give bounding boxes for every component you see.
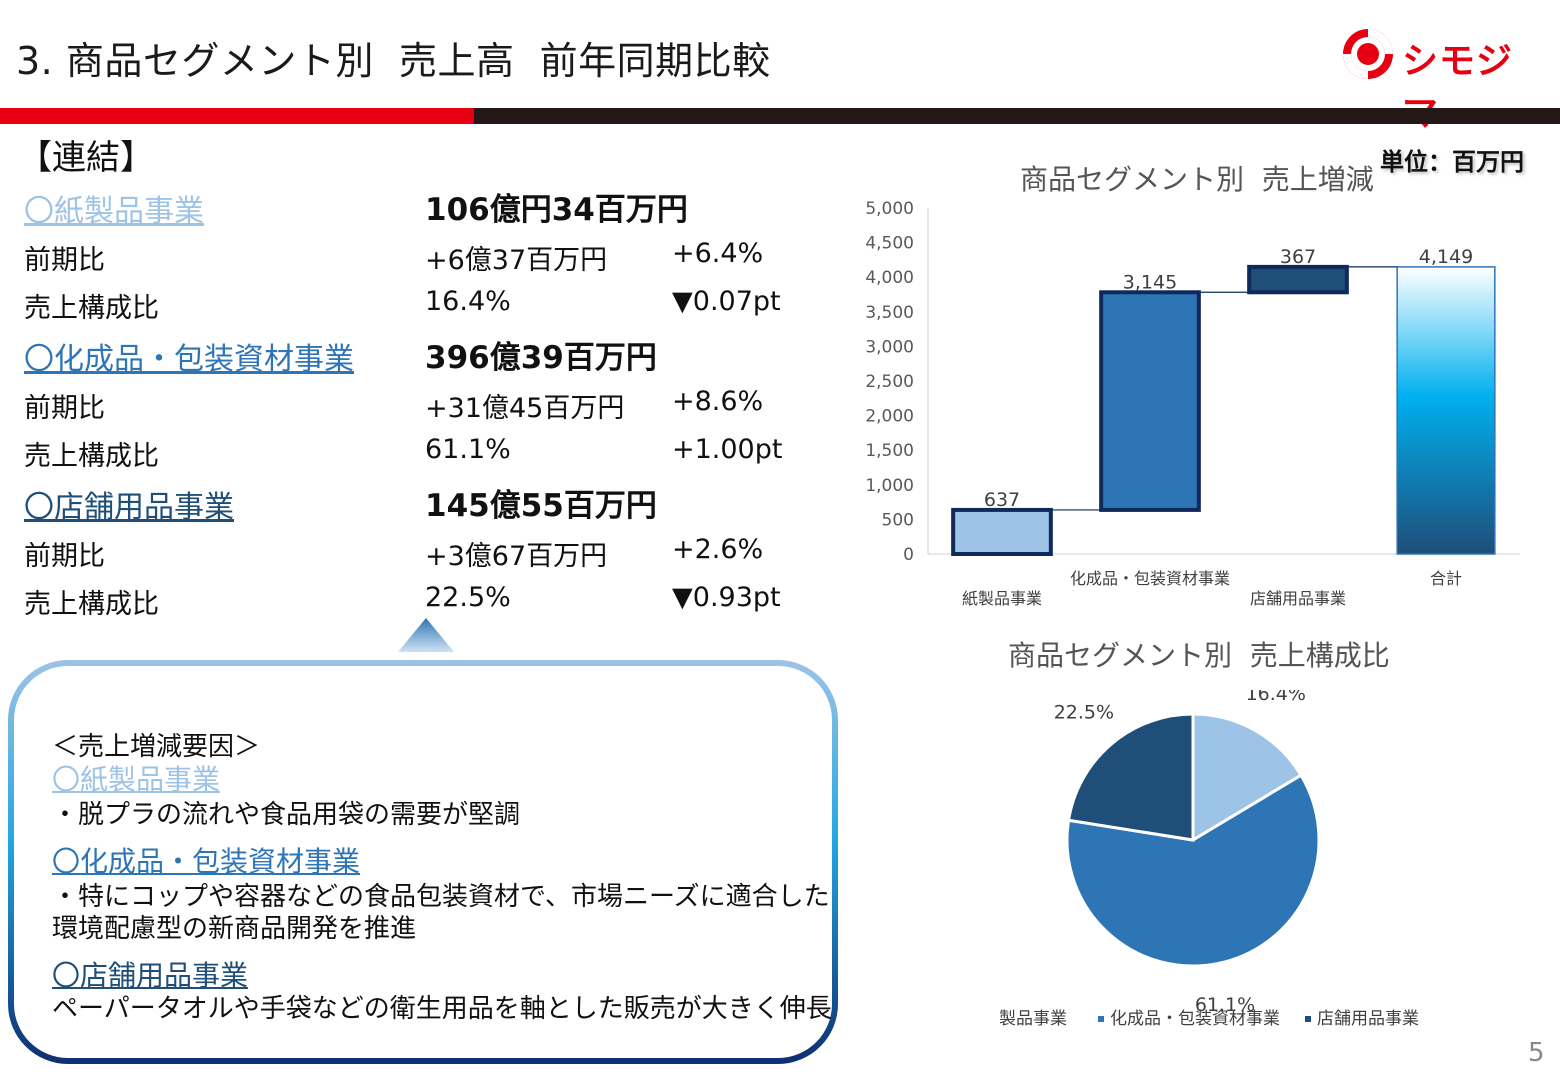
- share-value: 22.5%: [425, 582, 511, 613]
- share-change: ▼0.07pt: [672, 286, 781, 317]
- bar-data-label: 4,149: [1419, 246, 1473, 268]
- callout-pointer-icon: [398, 618, 454, 652]
- bar-data-label: 637: [984, 489, 1020, 511]
- share-change: +1.00pt: [672, 434, 783, 465]
- factor-paper-text: ・脱プラの流れや食品用袋の需要が堅調: [52, 800, 521, 830]
- waterfall-bar: [1396, 266, 1496, 555]
- x-category-label: 合計: [1430, 569, 1462, 588]
- share-change: ▼0.93pt: [672, 582, 781, 613]
- x-category-label: 化成品・包装資材事業: [1070, 569, 1230, 588]
- waterfall-chart: 0 500 1,000 1,500 2,000 2,500 3,000 3,500 4,000 4…: [865, 199, 1520, 608]
- factor-plastics-title: 〇化成品・包装資材事業: [52, 845, 361, 878]
- segment-store-title: 〇店舗用品事業: [24, 490, 234, 525]
- factor-paper-title: 〇紙製品事業: [52, 763, 221, 796]
- legend-label: 紙製品事業: [1000, 1009, 1067, 1029]
- sales-factors-box: ＜売上増減要因＞ 〇紙製品事業 ・脱プラの流れや食品用袋の需要が堅調 〇化成品・…: [8, 660, 838, 1064]
- pie-slice: [1065, 773, 1321, 968]
- share-value: 61.1%: [425, 434, 511, 465]
- waterfall-chart-title: 商品セグメント別 売上増減: [1020, 163, 1374, 196]
- y-tick-label: 4,000: [865, 268, 914, 288]
- legend-swatch: [1098, 1016, 1104, 1022]
- y-tick-label: 0: [903, 545, 914, 565]
- y-tick-label: 2,000: [865, 407, 914, 427]
- segment-plastics-title: 〇化成品・包装資材事業: [24, 342, 354, 377]
- bar-data-label: 367: [1280, 246, 1316, 268]
- header-rule-red: [0, 108, 474, 124]
- segment-plastics-total: 396億39百万円: [425, 340, 657, 376]
- y-tick-label: 3,000: [865, 337, 914, 357]
- segment-paper-total: 106億円34百万円: [425, 192, 688, 228]
- factor-store-title: 〇店舗用品事業: [52, 959, 249, 992]
- y-tick-label: 4,500: [865, 234, 914, 254]
- factor-plastics-text: ・特にコップや容器などの食品包装資材で、市場ニーズに適合した: [52, 882, 830, 912]
- yoy-label: 前期比: [24, 245, 105, 276]
- logo-text: シモジマ: [1402, 41, 1514, 134]
- x-category-label: 店舗用品事業: [1250, 589, 1346, 608]
- y-tick-label: 5,000: [865, 199, 914, 219]
- yoy-label: 前期比: [24, 393, 105, 424]
- legend-label: 店舗用品事業: [1317, 1009, 1419, 1029]
- header-rule-dark: [474, 108, 1560, 124]
- yoy-amount: +3億67百万円: [425, 541, 608, 572]
- pie-data-label: 16.4%: [1246, 690, 1306, 705]
- pie-slice: [1066, 712, 1195, 842]
- yoy-amount: +6億37百万円: [425, 245, 608, 276]
- pie-chart: 16.4% 61.1% 22.5% 紙製品事業 化成品・包装資材事業 店舗用品事業: [1000, 690, 1419, 1029]
- waterfall-bar: [1247, 264, 1349, 295]
- legend-swatch: [1305, 1016, 1311, 1022]
- unit-label: 単位：百万円: [1380, 148, 1524, 176]
- factor-plastics-text-2: 環境配慮型の新商品開発を推進: [52, 914, 417, 944]
- bar-data-label: 3,145: [1123, 271, 1177, 293]
- factors-heading: ＜売上増減要因＞: [52, 732, 261, 762]
- legend-label: 化成品・包装資材事業: [1110, 1009, 1280, 1029]
- share-label: 売上構成比: [24, 441, 159, 472]
- yoy-percent: +6.4%: [672, 238, 764, 269]
- y-tick-label: 1,500: [865, 441, 914, 461]
- y-tick-label: 1,000: [865, 476, 914, 496]
- x-category-label: 紙製品事業: [962, 589, 1042, 608]
- pie-slice: [1191, 712, 1304, 843]
- y-tick-label: 2,500: [865, 372, 914, 392]
- share-value: 16.4%: [425, 286, 511, 317]
- waterfall-bar: [951, 507, 1053, 556]
- yoy-label: 前期比: [24, 541, 105, 572]
- segment-store-total: 145億55百万円: [425, 488, 657, 524]
- pie-chart-title: 商品セグメント別 売上構成比: [1008, 639, 1390, 672]
- share-label: 売上構成比: [24, 589, 159, 620]
- pie-data-label: 61.1%: [1195, 994, 1255, 1016]
- segment-paper-title: 〇紙製品事業: [24, 194, 204, 229]
- logo-swirl-icon: [1343, 29, 1393, 79]
- share-label: 売上構成比: [24, 293, 159, 324]
- waterfall-bar: [1099, 290, 1201, 512]
- yoy-percent: +8.6%: [672, 386, 764, 417]
- pie-data-label: 22.5%: [1054, 701, 1114, 723]
- page-title: 3. 商品セグメント別 売上高 前年同期比較: [16, 39, 771, 83]
- y-tick-label: 500: [882, 510, 914, 530]
- page-number: 5: [1528, 1038, 1545, 1068]
- company-logo: シモジマ: [1340, 26, 1540, 134]
- y-tick-label: 3,500: [865, 303, 914, 323]
- yoy-amount: +31億45百万円: [425, 393, 625, 424]
- consolidated-label: 【連結】: [18, 138, 154, 178]
- yoy-percent: +2.6%: [672, 534, 764, 565]
- factor-store-text: ペーパータオルや手袋などの衛生用品を軸とした販売が大きく伸長: [52, 994, 832, 1024]
